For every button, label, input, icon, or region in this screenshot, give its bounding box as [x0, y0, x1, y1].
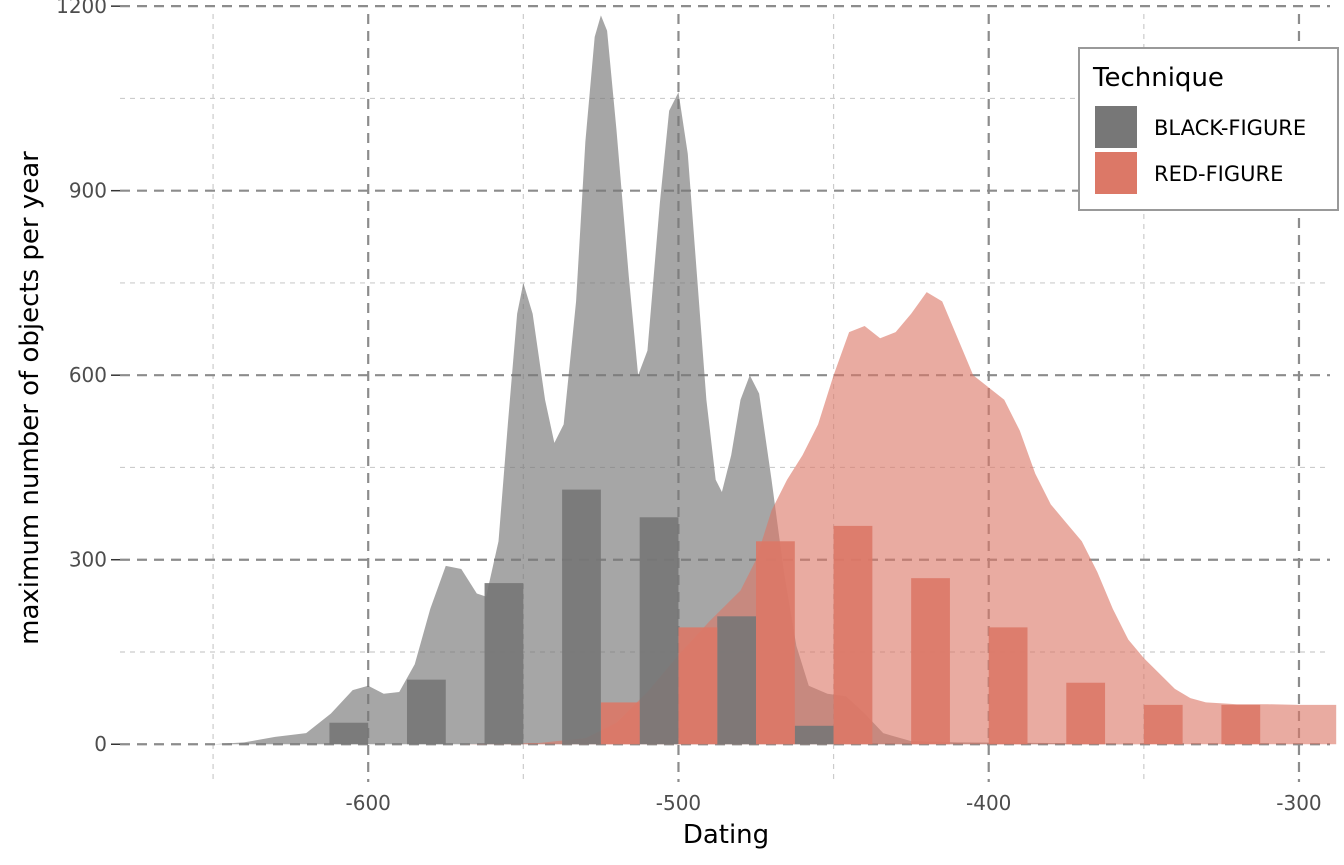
x-axis-title: Dating [683, 820, 769, 850]
density-area-black-figure [213, 15, 1144, 745]
x-tick-label: -500 [656, 791, 701, 815]
bar-black-figure [639, 517, 679, 745]
bar-red-figure [1066, 682, 1106, 745]
bar-red-figure [1221, 704, 1261, 745]
legend-label-black-figure: BLACK-FIGURE [1154, 116, 1306, 140]
x-tick-label: -400 [966, 791, 1011, 815]
bar-black-figure [406, 679, 446, 745]
density-area-red-figure [461, 292, 1337, 745]
bar-red-figure [600, 702, 640, 745]
bar-red-figure [756, 541, 795, 745]
bar-red-figure [1143, 704, 1183, 745]
legend: Technique BLACK-FIGURE RED-FIGURE [1078, 47, 1339, 211]
y-axis-title: maximum number of objects per year [15, 151, 45, 645]
bar-red-figure [911, 578, 950, 745]
x-tick-label: -300 [1276, 791, 1321, 815]
bar-black-figure [329, 722, 369, 745]
x-tick-label: -600 [346, 791, 391, 815]
y-tick-label: 1200 [56, 0, 107, 18]
x-axis-ticks: -600 -500 -400 -300 [346, 791, 1322, 815]
bar-black-figure [717, 616, 757, 745]
bar-black-figure [794, 725, 834, 745]
legend-swatch-red-figure [1095, 152, 1137, 194]
y-axis-ticks: 0 300 600 900 1200 [56, 0, 120, 756]
y-tick-label: 900 [69, 179, 107, 203]
bar-black-figure [562, 489, 601, 745]
bar-red-figure [678, 627, 718, 745]
histogram-bars [329, 489, 1261, 745]
legend-label-red-figure: RED-FIGURE [1154, 162, 1283, 186]
y-tick-label: 600 [69, 363, 107, 387]
bar-red-figure [833, 525, 873, 745]
bar-black-figure [484, 583, 524, 745]
y-tick-label: 300 [69, 548, 107, 572]
legend-swatch-black-figure [1095, 106, 1137, 148]
y-tick-label: 0 [94, 732, 107, 756]
bar-red-figure [988, 627, 1028, 745]
density-areas [213, 15, 1337, 745]
legend-title: Technique [1092, 63, 1224, 93]
